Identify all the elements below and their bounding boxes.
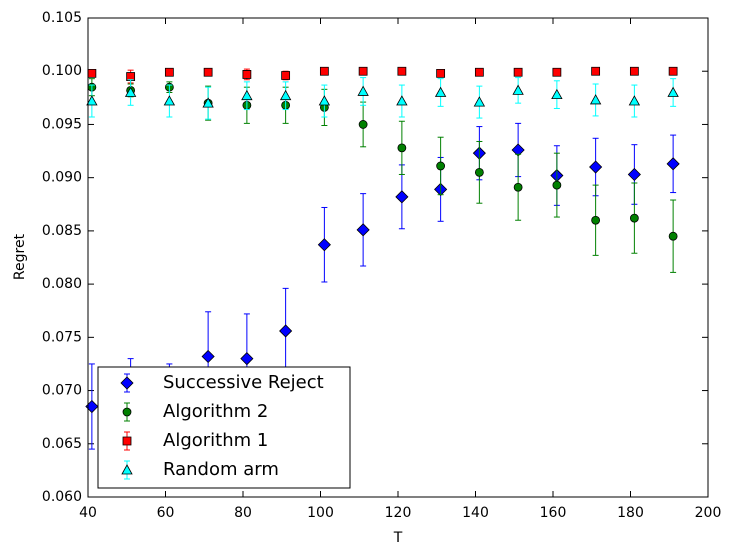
x-tick-label: 140 (462, 505, 489, 521)
legend-entry: Successive Reject (120, 372, 324, 393)
marker (589, 160, 603, 174)
y-tick-label: 0.100 (42, 63, 82, 79)
y-tick-label: 0.070 (42, 383, 82, 399)
x-tick-label: 160 (540, 505, 567, 521)
marker (356, 223, 370, 237)
y-tick-label: 0.105 (42, 10, 82, 26)
marker (395, 190, 409, 204)
marker (666, 157, 680, 171)
marker (87, 68, 97, 78)
marker (120, 376, 134, 390)
y-tick-label: 0.075 (42, 329, 82, 345)
marker (281, 71, 291, 80)
marker (318, 95, 331, 106)
marker (201, 349, 215, 364)
marker (397, 66, 407, 76)
y-tick-label: 0.065 (42, 436, 82, 452)
marker (202, 97, 214, 108)
marker (240, 352, 254, 366)
legend-label: Algorithm 1 (163, 430, 268, 451)
x-tick-label: 60 (157, 505, 175, 521)
legend-label: Successive Reject (163, 372, 324, 393)
marker (551, 88, 563, 100)
legend: Successive Reject Algorithm 2 Algorithm 1 R… (97, 366, 351, 489)
legend-entry: Algorithm 2 (122, 401, 268, 422)
marker (279, 89, 292, 101)
marker (357, 85, 369, 96)
marker (319, 66, 329, 76)
y-tick-label: 0.060 (42, 489, 82, 505)
marker (122, 407, 132, 417)
marker (163, 95, 176, 106)
marker (241, 89, 253, 101)
marker (668, 66, 678, 76)
marker (473, 96, 486, 107)
marker (629, 213, 639, 223)
x-tick-label: 40 (79, 505, 97, 521)
marker (474, 167, 484, 177)
marker (436, 68, 446, 78)
marker (667, 86, 679, 97)
legend-entry: Algorithm 1 (122, 430, 268, 451)
marker (668, 231, 678, 241)
legend-entry: Random arm (121, 459, 279, 480)
marker (358, 120, 368, 129)
y-tick-label: 0.090 (42, 170, 82, 186)
marker (242, 70, 252, 79)
marker (552, 67, 562, 77)
marker (358, 66, 368, 76)
marker (628, 95, 641, 106)
marker (203, 67, 213, 77)
marker (552, 180, 562, 190)
legend-label: Algorithm 2 (163, 401, 268, 422)
marker (122, 436, 132, 446)
marker (513, 67, 523, 77)
y-tick-label: 0.085 (42, 223, 82, 239)
marker (126, 72, 136, 81)
plot-frame (87, 17, 709, 498)
marker (474, 67, 484, 77)
marker (512, 84, 524, 95)
marker (436, 161, 446, 171)
x-tick-label: 200 (695, 505, 722, 521)
legend-box (97, 366, 351, 489)
marker (434, 86, 447, 97)
y-tick-label: 0.080 (42, 276, 82, 292)
marker (317, 238, 331, 252)
marker (164, 67, 174, 77)
marker (396, 95, 408, 106)
x-axis-label: T (393, 530, 403, 546)
legend-label: Random arm (163, 459, 279, 480)
marker (397, 143, 407, 153)
marker (627, 167, 641, 182)
y-tick-label: 0.095 (42, 116, 82, 132)
x-tick-label: 120 (385, 505, 412, 521)
marker (121, 464, 133, 475)
marker (591, 66, 601, 76)
marker (629, 66, 639, 76)
marker (589, 94, 602, 105)
marker (279, 324, 293, 338)
y-axis-label: Regret (12, 233, 28, 280)
marker (513, 182, 523, 192)
marker (86, 95, 98, 106)
marker (591, 215, 601, 225)
x-tick-label: 80 (234, 505, 252, 521)
marker (124, 86, 137, 97)
x-tick-label: 180 (617, 505, 644, 521)
x-tick-label: 100 (307, 505, 334, 521)
